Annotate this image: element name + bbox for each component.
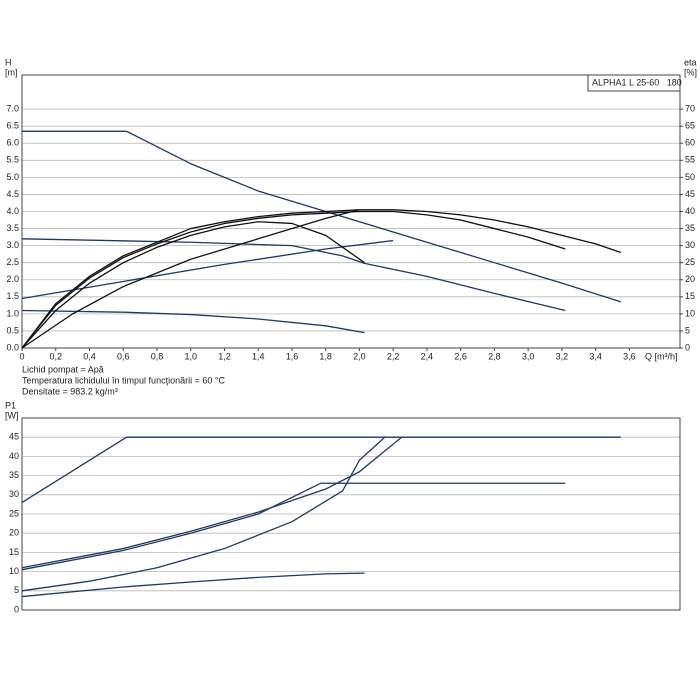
y2-tick-label: 55 [685, 155, 695, 165]
y-tick-label: 45 [9, 432, 19, 442]
x-tick-label: 0,8 [151, 351, 164, 361]
curve [21, 309, 365, 334]
y2-tick-label: 5 [685, 325, 690, 335]
curve [21, 239, 394, 300]
x-tick-label: 3,4 [589, 351, 602, 361]
y-tick-label: 5 [14, 585, 19, 595]
x-tick-label: 1,8 [319, 351, 332, 361]
y-tick-label: 1.5 [6, 291, 19, 301]
y-axis-label: P1 [5, 400, 16, 410]
y2-tick-label: 70 [685, 104, 695, 114]
y2-axis-unit: [%] [684, 67, 697, 77]
x-tick-label: 1,6 [286, 351, 299, 361]
y-tick-label: 6.0 [6, 138, 19, 148]
y-tick-label: 3.5 [6, 223, 19, 233]
curve [21, 572, 365, 598]
x-tick-label: 0,4 [83, 351, 96, 361]
x-tick-label: 2,2 [387, 351, 400, 361]
y-tick-label: 15 [9, 547, 19, 557]
y-tick-label: 2.0 [6, 274, 19, 284]
y-axis-label: H [5, 57, 12, 67]
y-tick-label: 20 [9, 528, 19, 538]
y2-tick-label: 0 [685, 342, 690, 352]
y-tick-label: 7.0 [6, 104, 19, 114]
y-tick-label: 10 [9, 566, 19, 576]
annotation: Densitate = 983.2 kg/m³ [22, 386, 118, 396]
y-tick-label: 4.0 [6, 206, 19, 216]
y-tick-label: 35 [9, 470, 19, 480]
y-axis-unit: [m] [5, 67, 18, 77]
y2-tick-label: 50 [685, 172, 695, 182]
y-tick-label: 6.5 [6, 121, 19, 131]
y2-tick-label: 10 [685, 308, 695, 318]
y2-tick-label: 35 [685, 223, 695, 233]
y2-tick-label: 20 [685, 274, 695, 284]
y2-axis-label: eta [684, 57, 697, 67]
curve [21, 436, 621, 504]
x-tick-label: 1,4 [252, 351, 265, 361]
y2-tick-label: 40 [685, 206, 695, 216]
y-tick-label: 3.0 [6, 240, 19, 250]
plot-frame [21, 417, 681, 611]
y2-tick-label: 65 [685, 121, 695, 131]
x-tick-label: 0 [19, 351, 24, 361]
plot-frame [21, 74, 681, 349]
curve [21, 221, 365, 349]
label-box-text: ALPHA1 L 25-60 180 [592, 77, 682, 87]
y-tick-label: 30 [9, 489, 19, 499]
y2-tick-label: 60 [685, 138, 695, 148]
x-tick-label: 2,0 [353, 351, 366, 361]
y-tick-label: 4.5 [6, 189, 19, 199]
y-tick-label: 5.0 [6, 172, 19, 182]
y-tick-label: 1.0 [6, 308, 19, 318]
y2-tick-label: 45 [685, 189, 695, 199]
y-tick-label: 5.5 [6, 155, 19, 165]
y-tick-label: 40 [9, 451, 19, 461]
x-tick-label: 2,6 [454, 351, 467, 361]
annotation: Temperatura lichidului în timpul funcţio… [22, 375, 225, 385]
curve [21, 209, 360, 349]
curve [21, 210, 566, 349]
curve [21, 436, 386, 592]
x-tick-label: 3,0 [522, 351, 535, 361]
x-tick-label: 0,2 [49, 351, 62, 361]
y2-tick-label: 30 [685, 240, 695, 250]
curve [21, 436, 403, 569]
y-tick-label: 25 [9, 508, 19, 518]
y-tick-label: 0 [14, 604, 19, 614]
x-tick-label: 3,2 [556, 351, 569, 361]
curve [21, 238, 566, 312]
y-tick-label: 0.5 [6, 325, 19, 335]
y2-tick-label: 15 [685, 291, 695, 301]
annotation: Lichid pompat = Apă [22, 364, 104, 374]
y-tick-label: 2.5 [6, 257, 19, 267]
y2-tick-label: 25 [685, 257, 695, 267]
x-tick-label: 2,8 [488, 351, 501, 361]
x-tick-label: 2,4 [421, 351, 434, 361]
x-tick-label: 3,6 [623, 351, 636, 361]
curve [21, 209, 622, 349]
x-tick-label: 1,0 [184, 351, 197, 361]
y-axis-unit: [W] [5, 410, 19, 420]
x-tick-label: 0,6 [117, 351, 130, 361]
x-tick-label: 1,2 [218, 351, 231, 361]
y-tick-label: 0.0 [6, 342, 19, 352]
label-box [587, 74, 681, 92]
curve [21, 482, 566, 571]
x-axis-label: Q [m³/h] [645, 351, 678, 361]
curve [22, 130, 622, 303]
